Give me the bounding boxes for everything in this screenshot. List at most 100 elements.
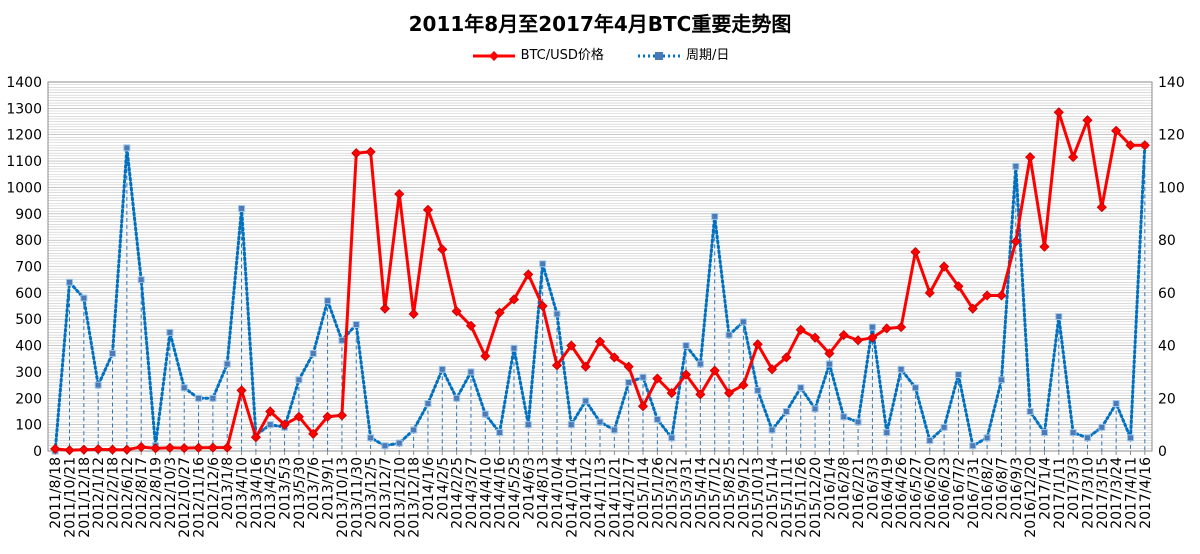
price-point [853, 335, 864, 346]
period-point [997, 376, 1005, 384]
x-tick-label: 2013/7/6 [306, 457, 322, 520]
price-point [207, 442, 218, 453]
period-point [782, 407, 790, 415]
period-point [453, 394, 461, 402]
x-tick-label: 2012/6/12 [120, 457, 136, 529]
price-point [924, 287, 935, 298]
period-point [295, 376, 303, 384]
period-point [109, 349, 117, 357]
price-point [795, 324, 806, 335]
price-point [336, 410, 347, 421]
price-point [752, 339, 763, 350]
y-axis-left: 0 100 200 300 400 500 600 700 800 900 1000 1100 1200… [6, 75, 42, 460]
x-tick-label: 2014/8/13 [536, 457, 552, 529]
price-point [1082, 115, 1093, 126]
y-left-tick-label: 500 [15, 312, 42, 328]
period-point [596, 418, 604, 426]
price-point [279, 419, 290, 430]
price-point [609, 352, 620, 363]
period-point [797, 384, 805, 392]
price-point [150, 443, 161, 454]
x-tick-label: 2014/10/4 [550, 457, 566, 529]
x-tick-label: 2013/12/18 [407, 457, 423, 538]
period-point [811, 405, 819, 413]
y-left-tick-label: 700 [15, 260, 42, 276]
period-point [983, 434, 991, 442]
period-point [682, 342, 690, 350]
price-point [93, 444, 104, 455]
x-tick-label: 2012/2/18 [106, 457, 122, 529]
period-point [137, 276, 145, 284]
period-point [768, 426, 776, 434]
price-point [652, 373, 663, 384]
legend-item-period: 周期/日 [636, 44, 729, 63]
legend-label-period: 周期/日 [686, 48, 730, 63]
y-axis-right: 0 20 40 60 80 100 120 140 [1158, 75, 1185, 460]
x-tick-label: 2017/3/24 [1109, 457, 1125, 529]
period-point [639, 373, 647, 381]
period-point [840, 413, 848, 421]
y-left-tick-label: 1400 [6, 75, 42, 91]
period-point [238, 205, 246, 213]
period-point [1069, 429, 1077, 437]
x-tick-label: 2014/11/2 [579, 457, 595, 529]
price-point [637, 401, 649, 412]
y-left-tick-label: 1200 [6, 128, 42, 144]
price-point [408, 308, 419, 320]
x-tick-label: 2017/1/11 [1052, 457, 1068, 529]
y-left-tick-label: 600 [15, 286, 42, 302]
x-tick-label: 2016/4/26 [894, 457, 910, 529]
period-point [940, 423, 948, 431]
price-point [1039, 241, 1050, 252]
period-point [1055, 313, 1063, 321]
x-tick-label: 2015/7/12 [708, 457, 724, 529]
period-point [668, 434, 676, 442]
x-tick-label: 2012/11/16 [192, 457, 208, 538]
x-tick-label: 2015/10/13 [751, 457, 767, 538]
period-point [424, 400, 432, 408]
price-point [809, 332, 821, 343]
period-point [338, 336, 346, 344]
price-point [824, 348, 835, 359]
period-point [567, 421, 575, 429]
period-point [438, 365, 446, 373]
x-tick-label: 2012/10/27 [177, 457, 193, 538]
y-left-tick-label: 1100 [6, 154, 42, 170]
x-tick-label: 2014/4/10 [478, 457, 494, 529]
x-tick-label: 2014/2/5 [435, 457, 451, 520]
period-point [381, 442, 389, 450]
x-tick-label: 2015/1/14 [636, 457, 652, 529]
price-point [1053, 107, 1064, 118]
price-point [1068, 152, 1079, 163]
x-tick-label: 2016/9/3 [1009, 457, 1025, 520]
x-tick-label: 2013/12/7 [378, 457, 394, 529]
x-tick-label: 2017/4/11 [1123, 457, 1139, 529]
period-point [711, 212, 719, 220]
series-line-price [55, 110, 1145, 452]
x-tick-label: 2014/5/25 [507, 457, 523, 529]
period-point [825, 360, 833, 368]
price-point [939, 261, 950, 272]
price-point [179, 443, 190, 454]
period-point [725, 331, 733, 339]
x-tick-label: 2014/1/6 [421, 457, 437, 520]
y-left-tick-label: 900 [15, 207, 42, 223]
price-point [121, 444, 132, 455]
price-point [1010, 236, 1021, 247]
price-point [781, 352, 792, 363]
x-tick-label: 2016/12/20 [1023, 457, 1039, 538]
x-tick-label: 2016/2/21 [851, 457, 867, 529]
x-tick-label: 2013/11/30 [349, 457, 365, 538]
period-point [754, 386, 762, 394]
x-tick-label: 2011/12/18 [77, 457, 93, 538]
x-tick-label: 2012/8/19 [149, 457, 165, 529]
price-point [351, 148, 362, 159]
y-left-tick-label: 300 [15, 365, 42, 381]
period-point [553, 310, 561, 318]
legend-swatch-price-icon [472, 50, 515, 61]
price-point [365, 146, 376, 157]
price-point [881, 323, 892, 334]
price-point [64, 445, 75, 456]
